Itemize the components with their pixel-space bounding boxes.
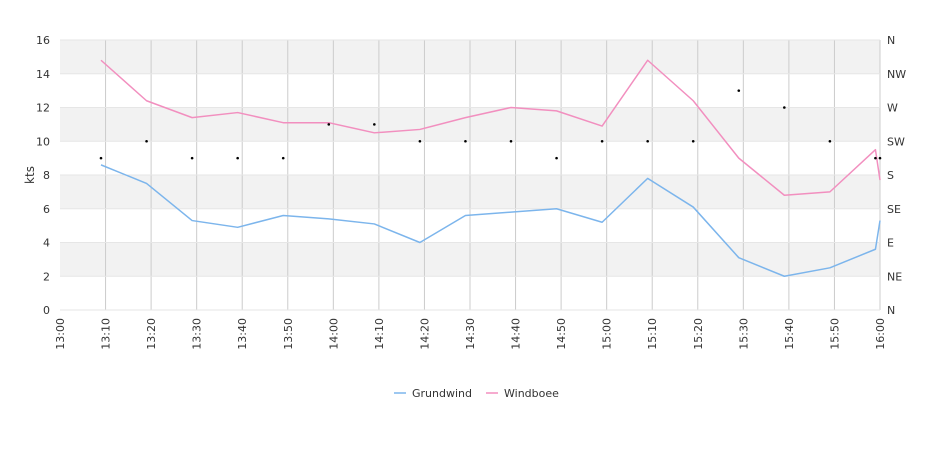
y-axis-title: kts [23, 166, 37, 184]
y-tick-label: 12 [36, 102, 50, 115]
x-tick-label: 15:30 [737, 318, 750, 350]
y-tick-label: 0 [43, 304, 50, 317]
direction-marker [555, 156, 558, 160]
series-lines [100, 59, 881, 277]
direction-marker [99, 156, 103, 160]
direction-tick-label: NW [887, 68, 906, 81]
direction-marker [828, 139, 832, 143]
right-axis-ticks: N NE E SE S SW W NW N [887, 34, 906, 317]
direction-marker [190, 156, 194, 160]
x-tick-label: 15:40 [783, 318, 796, 350]
y-tick-label: 14 [36, 68, 50, 81]
left-axis-ticks: 0 2 4 6 8 10 12 14 16 [36, 34, 50, 317]
direction-marker [418, 139, 422, 143]
direction-marker [145, 139, 148, 143]
direction-tick-label: NE [887, 270, 902, 283]
y-tick-label: 2 [43, 270, 50, 283]
y-tick-label: 16 [36, 34, 50, 47]
direction-tick-label: E [887, 237, 894, 250]
direction-marker [783, 106, 786, 109]
x-tick-label: 13:50 [282, 318, 295, 350]
x-tick-label: 14:40 [510, 318, 523, 350]
x-tick-label: 13:30 [191, 318, 204, 350]
x-tick-label: 15:20 [692, 318, 705, 350]
direction-marker [509, 139, 513, 143]
direction-marker [327, 123, 331, 126]
y-tick-label: 8 [43, 169, 50, 182]
y-tick-label: 4 [43, 237, 50, 250]
x-tick-label: 15:10 [646, 318, 659, 350]
legend: Grundwind Windboee [394, 387, 559, 400]
direction-marker [737, 89, 741, 92]
x-tick-label: 14:30 [464, 318, 477, 350]
x-tick-label: 14:00 [327, 318, 340, 350]
grid-lines [60, 39, 881, 311]
x-tick-label: 15:00 [601, 318, 614, 350]
x-tick-label: 14:50 [555, 318, 568, 350]
direction-tick-label: N [887, 304, 895, 317]
y-tick-label: 10 [36, 135, 50, 148]
x-tick-label: 16:00 [874, 318, 887, 350]
x-tick-label: 15:50 [828, 318, 841, 350]
direction-marker [464, 139, 467, 143]
direction-marker [878, 156, 882, 160]
direction-tick-label: W [887, 102, 898, 115]
direction-tick-label: SE [887, 203, 901, 216]
x-tick-label: 14:20 [418, 318, 431, 350]
x-tick-label: 14:10 [373, 318, 386, 350]
x-tick-label: 13:20 [145, 318, 158, 350]
y-tick-label: 6 [43, 203, 50, 216]
legend-label: Grundwind [412, 387, 472, 400]
x-tick-label: 13:00 [54, 318, 67, 350]
direction-tick-label: S [887, 169, 894, 182]
x-tick-label: 13:40 [236, 318, 249, 350]
direction-marker [600, 139, 604, 143]
series-line-grundwind [100, 164, 881, 277]
x-axis-ticks: 13:00 13:10 13:20 13:30 13:40 13:50 14:00 14:10… [54, 318, 887, 350]
direction-tick-label: SW [887, 135, 905, 148]
direction-marker [691, 139, 695, 143]
series-line-windboee [100, 59, 881, 196]
direction-marker [646, 139, 649, 143]
direction-marker [373, 123, 376, 126]
legend-label: Windboee [504, 387, 559, 400]
direction-marker [874, 156, 877, 160]
direction-marker [281, 156, 285, 160]
direction-markers [99, 89, 882, 160]
direction-marker [236, 156, 239, 160]
x-tick-label: 13:10 [100, 318, 113, 350]
direction-tick-label: N [887, 34, 895, 47]
